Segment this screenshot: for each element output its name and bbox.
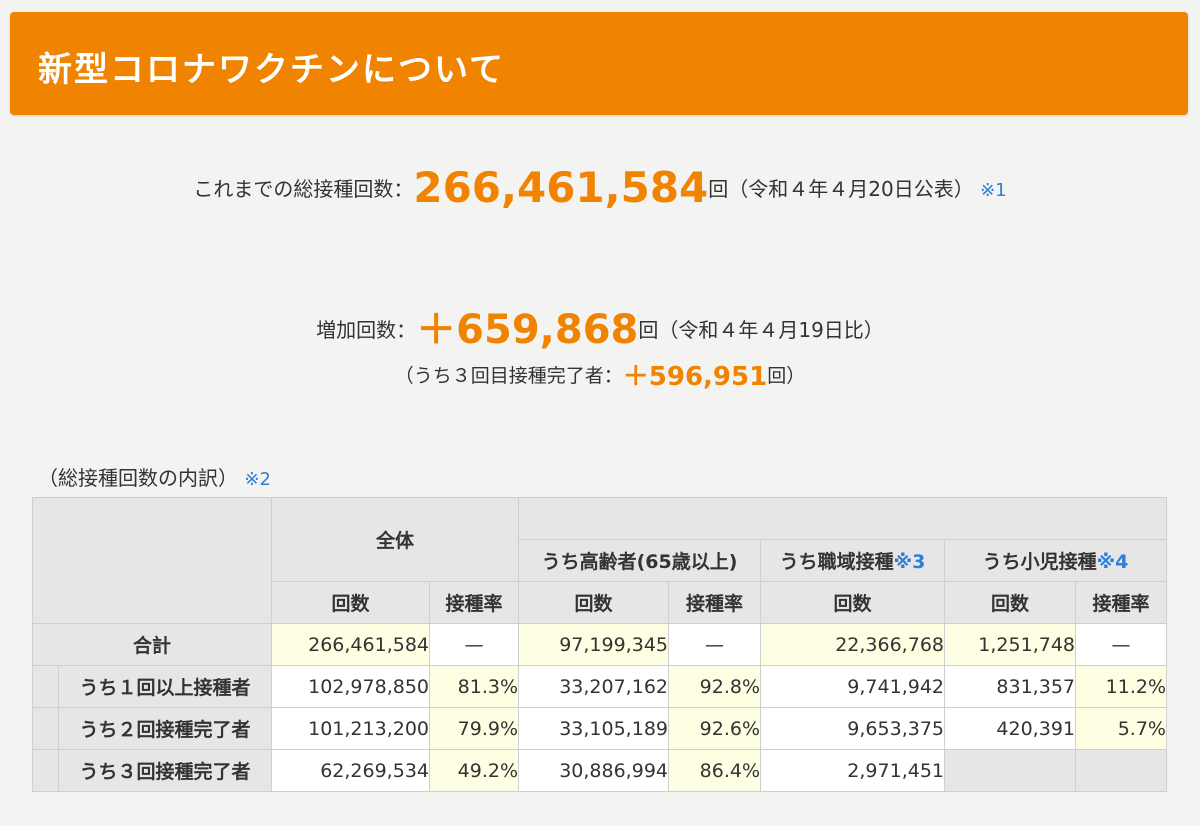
cell-elderly-count: 30,886,994	[518, 749, 669, 792]
increase-count: 増加回数：＋659,868回（令和４年４月19日比）	[0, 297, 1200, 355]
cell-all-rate: 79.9%	[429, 707, 519, 750]
cell-all-count: 266,461,584	[271, 623, 430, 666]
cell-elderly-rate: 86.4%	[668, 749, 761, 792]
cell-all-count: 101,213,200	[271, 707, 430, 750]
note-4-link[interactable]: ※4	[1096, 551, 1129, 573]
page-title: 新型コロナワクチンについて	[38, 50, 505, 90]
total-value: 266,461,584	[413, 163, 709, 212]
table-row: 合計 266,461,584 — 97,199,345 — 22,366,768…	[32, 623, 1167, 666]
table-row: うち３回接種完了者 62,269,534 49.2% 30,886,994 86…	[32, 749, 1167, 792]
row-label: うち１回以上接種者	[58, 665, 272, 708]
row-indent	[32, 665, 59, 708]
subheader-elderly-rate: 接種率	[668, 581, 761, 624]
page-banner: 新型コロナワクチンについて	[10, 12, 1188, 115]
third-dose-increase: （うち３回目接種完了者：＋596,951回）	[0, 356, 1200, 393]
header-spacer	[518, 497, 1167, 540]
header-all: 全体	[271, 497, 519, 582]
breakdown-table: 全体 うち高齢者(65歳以上) うち職域接種※3 うち小児接種※4 回数 接種率…	[32, 497, 1167, 792]
subheader-all-count: 回数	[271, 581, 430, 624]
cell-children-rate: —	[1075, 623, 1167, 666]
increase-suffix: 回（令和４年４月19日比）	[638, 318, 884, 342]
cell-elderly-count: 97,199,345	[518, 623, 669, 666]
subheader-workplace-count: 回数	[760, 581, 945, 624]
header-workplace-text: うち職域接種	[779, 551, 894, 573]
row-indent	[32, 749, 59, 792]
header-elderly: うち高齢者(65歳以上)	[518, 539, 761, 582]
header-children-text: うち小児接種	[982, 551, 1097, 573]
cell-elderly-rate: —	[668, 623, 761, 666]
cell-workplace-count: 9,741,942	[760, 665, 945, 708]
breakdown-label-text: （総接種回数の内訳）	[38, 466, 238, 490]
cell-children-rate: 5.7%	[1075, 707, 1167, 750]
table-row: うち１回以上接種者 102,978,850 81.3% 33,207,162 9…	[32, 665, 1167, 708]
row-label: うち３回接種完了者	[58, 749, 272, 792]
cell-children-count: 420,391	[944, 707, 1076, 750]
row-indent	[32, 707, 59, 750]
cell-children-rate: 11.2%	[1075, 665, 1167, 708]
corner-header	[32, 497, 272, 624]
subheader-all-rate: 接種率	[429, 581, 519, 624]
third-suffix: 回）	[767, 365, 806, 387]
subheader-elderly-count: 回数	[518, 581, 669, 624]
cell-workplace-count: 2,971,451	[760, 749, 945, 792]
cell-elderly-count: 33,207,162	[518, 665, 669, 708]
table-row: うち２回接種完了者 101,213,200 79.9% 33,105,189 9…	[32, 707, 1167, 750]
note-3-link[interactable]: ※3	[893, 551, 926, 573]
breakdown-label: （総接種回数の内訳） ※2	[38, 462, 271, 491]
cell-elderly-count: 33,105,189	[518, 707, 669, 750]
cell-children-count	[944, 749, 1076, 792]
row-label: うち２回接種完了者	[58, 707, 272, 750]
third-prefix: （うち３回目接種完了者：	[394, 365, 623, 387]
cell-children-count: 831,357	[944, 665, 1076, 708]
cell-children-count: 1,251,748	[944, 623, 1076, 666]
cell-workplace-count: 9,653,375	[760, 707, 945, 750]
cell-elderly-rate: 92.6%	[668, 707, 761, 750]
cell-all-rate: 81.3%	[429, 665, 519, 708]
cell-all-count: 102,978,850	[271, 665, 430, 708]
header-workplace: うち職域接種※3	[760, 539, 945, 582]
cell-all-count: 62,269,534	[271, 749, 430, 792]
increase-value: ＋659,868	[416, 307, 639, 353]
subheader-children-rate: 接種率	[1075, 581, 1167, 624]
cell-workplace-count: 22,366,768	[760, 623, 945, 666]
cell-children-rate	[1075, 749, 1167, 792]
header-children: うち小児接種※4	[944, 539, 1167, 582]
total-prefix: これまでの総接種回数：	[193, 177, 414, 201]
cell-elderly-rate: 92.8%	[668, 665, 761, 708]
increase-prefix: 増加回数：	[316, 318, 417, 342]
note-2-link[interactable]: ※2	[244, 469, 271, 490]
subheader-children-count: 回数	[944, 581, 1076, 624]
third-value: ＋596,951	[622, 362, 768, 392]
total-vaccinations: これまでの総接種回数：266,461,584回（令和４年４月20日公表） ※1	[0, 163, 1200, 212]
note-1-link[interactable]: ※1	[980, 180, 1007, 201]
cell-all-rate: 49.2%	[429, 749, 519, 792]
total-suffix: 回（令和４年４月20日公表）	[708, 177, 974, 201]
cell-all-rate: —	[429, 623, 519, 666]
row-label: 合計	[32, 623, 272, 666]
